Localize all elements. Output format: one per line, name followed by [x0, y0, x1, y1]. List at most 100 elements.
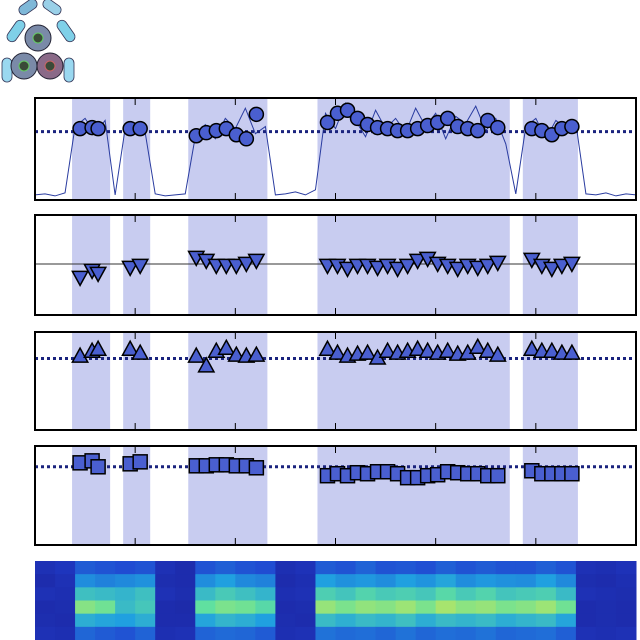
marker — [564, 118, 580, 135]
marker — [468, 260, 487, 277]
heatmap-cell — [595, 626, 617, 640]
heatmap-cell — [535, 600, 557, 615]
logo-shape — [63, 57, 75, 83]
heatmap-cell — [395, 587, 417, 601]
marker — [488, 345, 507, 362]
heatmap-cell — [295, 587, 316, 601]
heatmap-cell — [335, 574, 357, 588]
heatmap-cell — [115, 626, 136, 640]
heatmap-cell — [455, 561, 477, 575]
heatmap-cell — [215, 561, 236, 575]
marker — [469, 122, 486, 139]
heatmap-cell — [175, 626, 196, 640]
heatmap-cell — [255, 613, 276, 628]
heatmap-cell — [295, 600, 316, 615]
panel-frame — [34, 445, 637, 546]
heatmap-cell — [615, 626, 637, 640]
marker — [490, 119, 506, 136]
marker — [378, 341, 397, 358]
marker — [248, 460, 265, 476]
heatmap-cell — [235, 626, 256, 640]
marker — [89, 339, 108, 356]
heatmap-cell — [55, 561, 76, 575]
heatmap-cell — [115, 600, 136, 615]
heatmap-cell — [215, 626, 236, 640]
marker — [217, 338, 236, 356]
marker — [439, 110, 456, 127]
shaded-span — [123, 98, 151, 200]
heatmap-cell — [155, 613, 176, 628]
heatmap-cell — [135, 561, 156, 575]
heatmap-cell — [55, 574, 76, 588]
heatmap-cell — [55, 613, 76, 628]
marker — [238, 131, 255, 147]
heatmap-cell — [235, 561, 256, 575]
marker — [132, 120, 148, 137]
heatmap-cell — [35, 613, 56, 628]
shaded-span — [317, 446, 510, 545]
heatmap-cell — [315, 561, 336, 575]
heatmap-cell — [535, 574, 557, 588]
heatmap-cell — [175, 574, 196, 588]
heatmap-cell — [415, 574, 437, 588]
panel-frame — [34, 331, 637, 431]
heatmap-cell — [415, 600, 437, 615]
heatmap-cell — [95, 574, 116, 588]
shaded-span — [72, 98, 111, 200]
marker — [478, 258, 497, 275]
heatmap-cell — [515, 600, 537, 615]
heatmap-cell — [595, 587, 617, 601]
marker — [478, 341, 497, 358]
heatmap-cell — [75, 587, 96, 601]
heatmap-cell — [115, 613, 136, 628]
heatmap-cell — [315, 600, 336, 615]
heatmap-cell — [515, 613, 537, 628]
heatmap-cell — [335, 587, 357, 601]
marker — [247, 345, 266, 362]
heatmap-cell — [515, 574, 537, 588]
heatmap-cell — [535, 561, 557, 575]
marker — [319, 114, 336, 131]
marker — [438, 341, 457, 358]
heatmap-cell — [455, 613, 477, 628]
heatmap-cell — [275, 613, 296, 628]
heatmap-cell — [375, 561, 397, 575]
heatmap-cell — [435, 574, 457, 588]
heatmap-cell — [215, 613, 236, 628]
heatmap-cell — [215, 574, 236, 588]
logo-shape — [32, 32, 44, 44]
heatmap-cell — [575, 574, 597, 588]
heatmap-cell — [395, 600, 417, 615]
heatmap-cell — [335, 626, 357, 640]
heatmap-cell — [155, 587, 176, 601]
marker — [131, 258, 150, 275]
heatmap-cell — [615, 613, 637, 628]
heatmap-cell — [575, 613, 597, 628]
logo-shape — [56, 19, 76, 43]
heatmap-cell — [475, 626, 497, 640]
marker — [562, 256, 581, 273]
marker — [468, 337, 487, 355]
marker — [121, 339, 140, 356]
heatmap-cell — [275, 587, 296, 601]
heatmap-cell — [155, 574, 176, 588]
heatmap-cell — [575, 561, 597, 575]
marker — [564, 465, 580, 482]
heatmap-cell — [515, 561, 537, 575]
logo-shape — [1, 57, 13, 83]
heatmap-cell — [335, 600, 357, 615]
heatmap-cell — [135, 574, 156, 588]
heatmap-cell — [95, 600, 116, 615]
heatmap-cell — [415, 613, 437, 628]
marker — [71, 270, 90, 287]
heatmap-cell — [235, 600, 256, 615]
heatmap-cell — [455, 574, 477, 588]
heatmap-cell — [375, 600, 397, 615]
marker — [542, 261, 561, 278]
heatmap-cell — [475, 613, 497, 628]
heatmap-cell — [535, 587, 557, 601]
marker — [227, 258, 246, 275]
marker — [318, 339, 337, 356]
heatmap-cell — [135, 587, 156, 601]
